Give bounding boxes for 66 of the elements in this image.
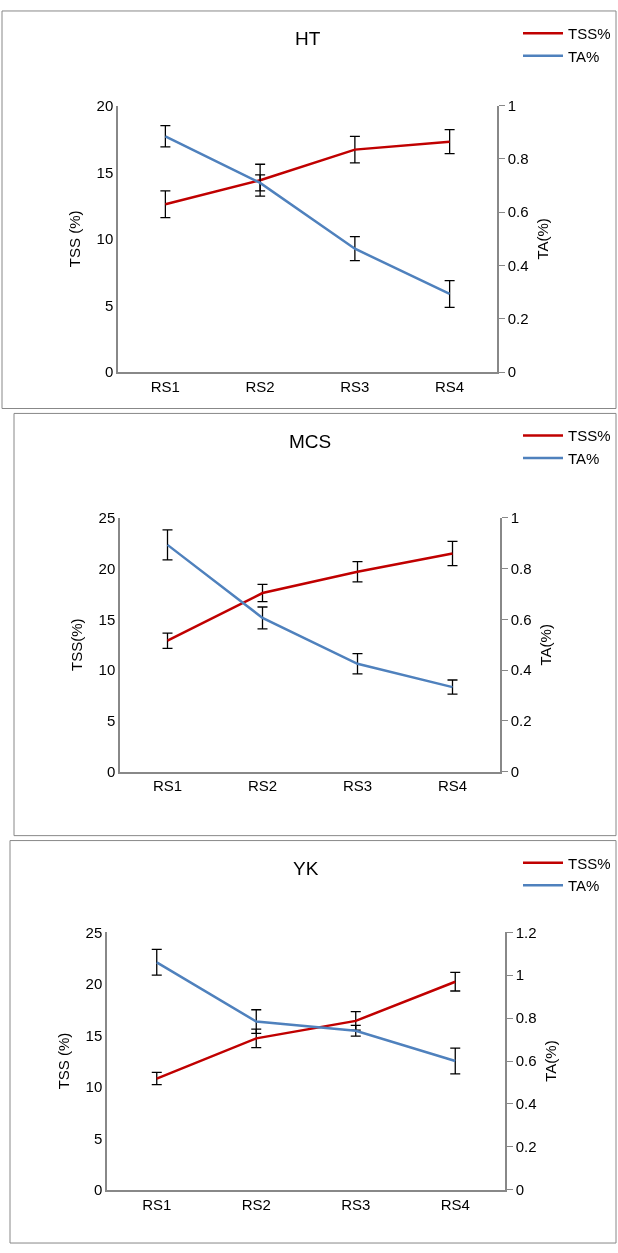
y2-tick-label: 1 xyxy=(507,96,517,114)
y-tick-label: 10 xyxy=(98,661,116,679)
y2-tick-label: 1.2 xyxy=(515,923,537,941)
line-series xyxy=(164,140,451,206)
y-tick-label: 20 xyxy=(96,96,114,114)
y2-tick-label: 0.6 xyxy=(507,203,529,221)
y2-tick-label: 1 xyxy=(510,509,520,527)
legend-label: TSS% xyxy=(568,427,611,445)
legend-label: TSS% xyxy=(568,24,611,42)
y2-tick-label: 0.2 xyxy=(510,712,532,730)
y-tick-label: 25 xyxy=(85,923,103,941)
y2-tick-label: 0.4 xyxy=(515,1095,537,1113)
legend-label: TA% xyxy=(568,47,600,65)
y2-tick-label: 0.6 xyxy=(515,1052,537,1070)
y2-axis-title: TA(%) xyxy=(537,624,555,666)
y-tick-label: 15 xyxy=(98,610,116,628)
y-tick-label: 10 xyxy=(96,230,114,248)
y-tick-label: 15 xyxy=(96,163,114,181)
y-tick-label: 25 xyxy=(98,509,116,527)
legend-label: TA% xyxy=(568,877,600,895)
y2-tick-label: 0.2 xyxy=(507,309,529,327)
chart-title: MCS xyxy=(289,431,332,452)
x-tick-label: RS1 xyxy=(142,1195,172,1213)
line-series xyxy=(164,135,451,296)
y-tick-label: 20 xyxy=(85,975,103,993)
y2-axis-title: TA(%) xyxy=(542,1040,560,1082)
x-tick-label: RS1 xyxy=(150,377,180,395)
y2-tick-label: 0 xyxy=(507,363,517,381)
y2-axis-title: TA(%) xyxy=(534,218,552,260)
y-tick-label: 20 xyxy=(98,559,116,577)
y-tick-label: 0 xyxy=(104,363,114,381)
y2-tick-label: 0.6 xyxy=(510,610,532,628)
x-tick-label: RS4 xyxy=(437,777,468,795)
y2-tick-label: 0.2 xyxy=(515,1138,537,1156)
y-tick-label: 5 xyxy=(93,1129,103,1147)
x-tick-label: RS3 xyxy=(340,377,370,395)
line-series xyxy=(155,961,457,1063)
y2-tick-label: 1 xyxy=(515,966,525,984)
chart-title: YK xyxy=(293,858,319,879)
legend-label: TSS% xyxy=(568,854,611,872)
y-axis-title: TSS (%) xyxy=(66,210,84,268)
x-tick-label: RS2 xyxy=(241,1195,271,1213)
y-tick-label: 0 xyxy=(106,762,116,780)
y2-tick-label: 0.4 xyxy=(510,661,532,679)
y-tick-label: 5 xyxy=(104,296,114,314)
y-axis-title: TSS(%) xyxy=(68,618,86,672)
y-tick-label: 10 xyxy=(85,1078,103,1096)
x-tick-label: RS3 xyxy=(341,1195,371,1213)
chart-title: HT xyxy=(295,28,321,49)
x-tick-label: RS3 xyxy=(342,777,373,795)
legend-label: TA% xyxy=(568,449,600,467)
x-tick-label: RS2 xyxy=(245,377,275,395)
y-tick-label: 0 xyxy=(93,1181,103,1199)
y-tick-label: 15 xyxy=(85,1026,103,1044)
x-tick-label: RS2 xyxy=(247,777,278,795)
y2-tick-label: 0 xyxy=(510,762,520,780)
y2-tick-label: 0.4 xyxy=(507,256,529,274)
x-tick-label: RS4 xyxy=(440,1195,470,1213)
x-tick-label: RS1 xyxy=(152,777,183,795)
x-tick-label: RS4 xyxy=(435,377,465,395)
y2-tick-label: 0 xyxy=(515,1181,525,1199)
y2-tick-label: 0.8 xyxy=(507,150,529,168)
y-axis-title: TSS (%) xyxy=(55,1032,73,1090)
y2-tick-label: 0.8 xyxy=(515,1009,537,1027)
y2-tick-label: 0.8 xyxy=(510,559,532,577)
y-tick-label: 5 xyxy=(106,712,116,730)
